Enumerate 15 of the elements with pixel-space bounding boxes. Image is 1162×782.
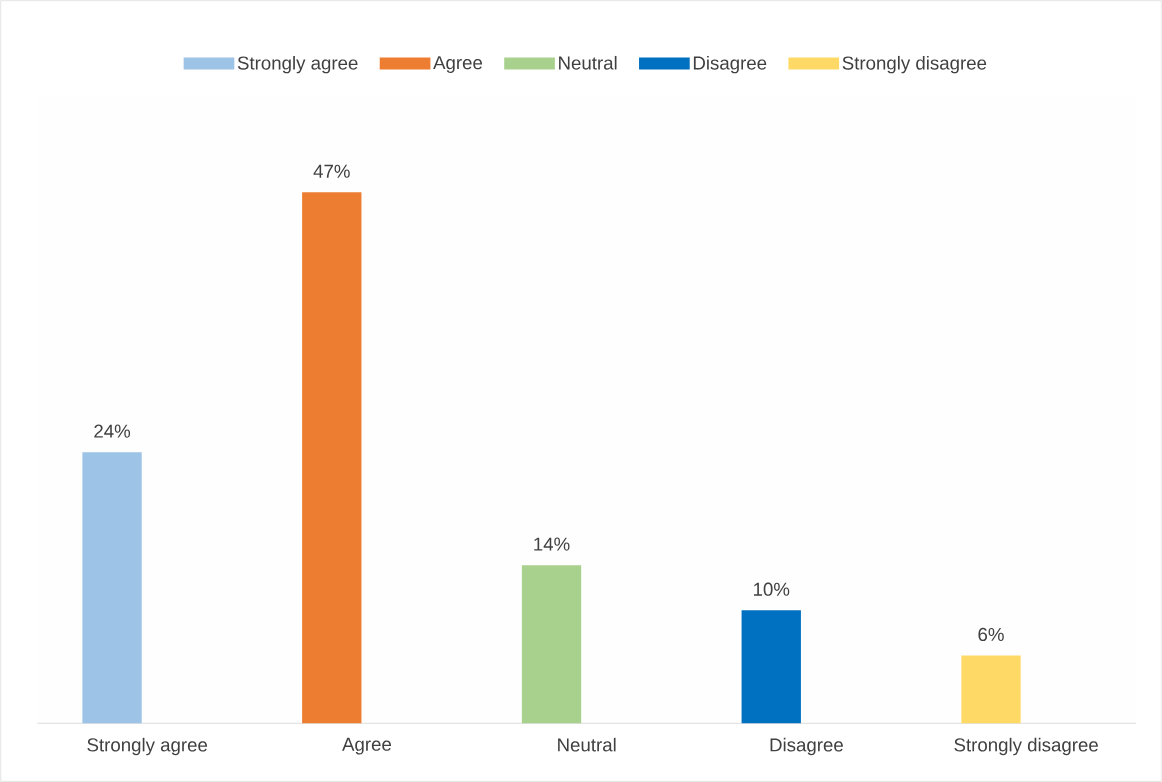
x-tick-label: Disagree — [770, 737, 843, 756]
x-tick-label: Strongly agree — [87, 737, 208, 756]
data-label: 14% — [534, 537, 570, 551]
data-label: 10% — [753, 582, 790, 596]
data-label: 47% — [313, 164, 350, 178]
legend-label: Strongly disagree — [842, 55, 987, 74]
legend-label: Disagree — [693, 55, 767, 74]
x-tick-label: Agree — [342, 737, 392, 755]
data-label: 6% — [978, 627, 1004, 642]
legend-label: Strongly agree — [237, 55, 358, 74]
data-label: 24% — [94, 424, 131, 438]
legend-label: Neutral — [559, 55, 617, 70]
x-tick-label: Neutral — [558, 737, 616, 752]
legend-label: Agree — [433, 56, 483, 73]
x-tick-label: Strongly disagree — [954, 737, 1098, 756]
